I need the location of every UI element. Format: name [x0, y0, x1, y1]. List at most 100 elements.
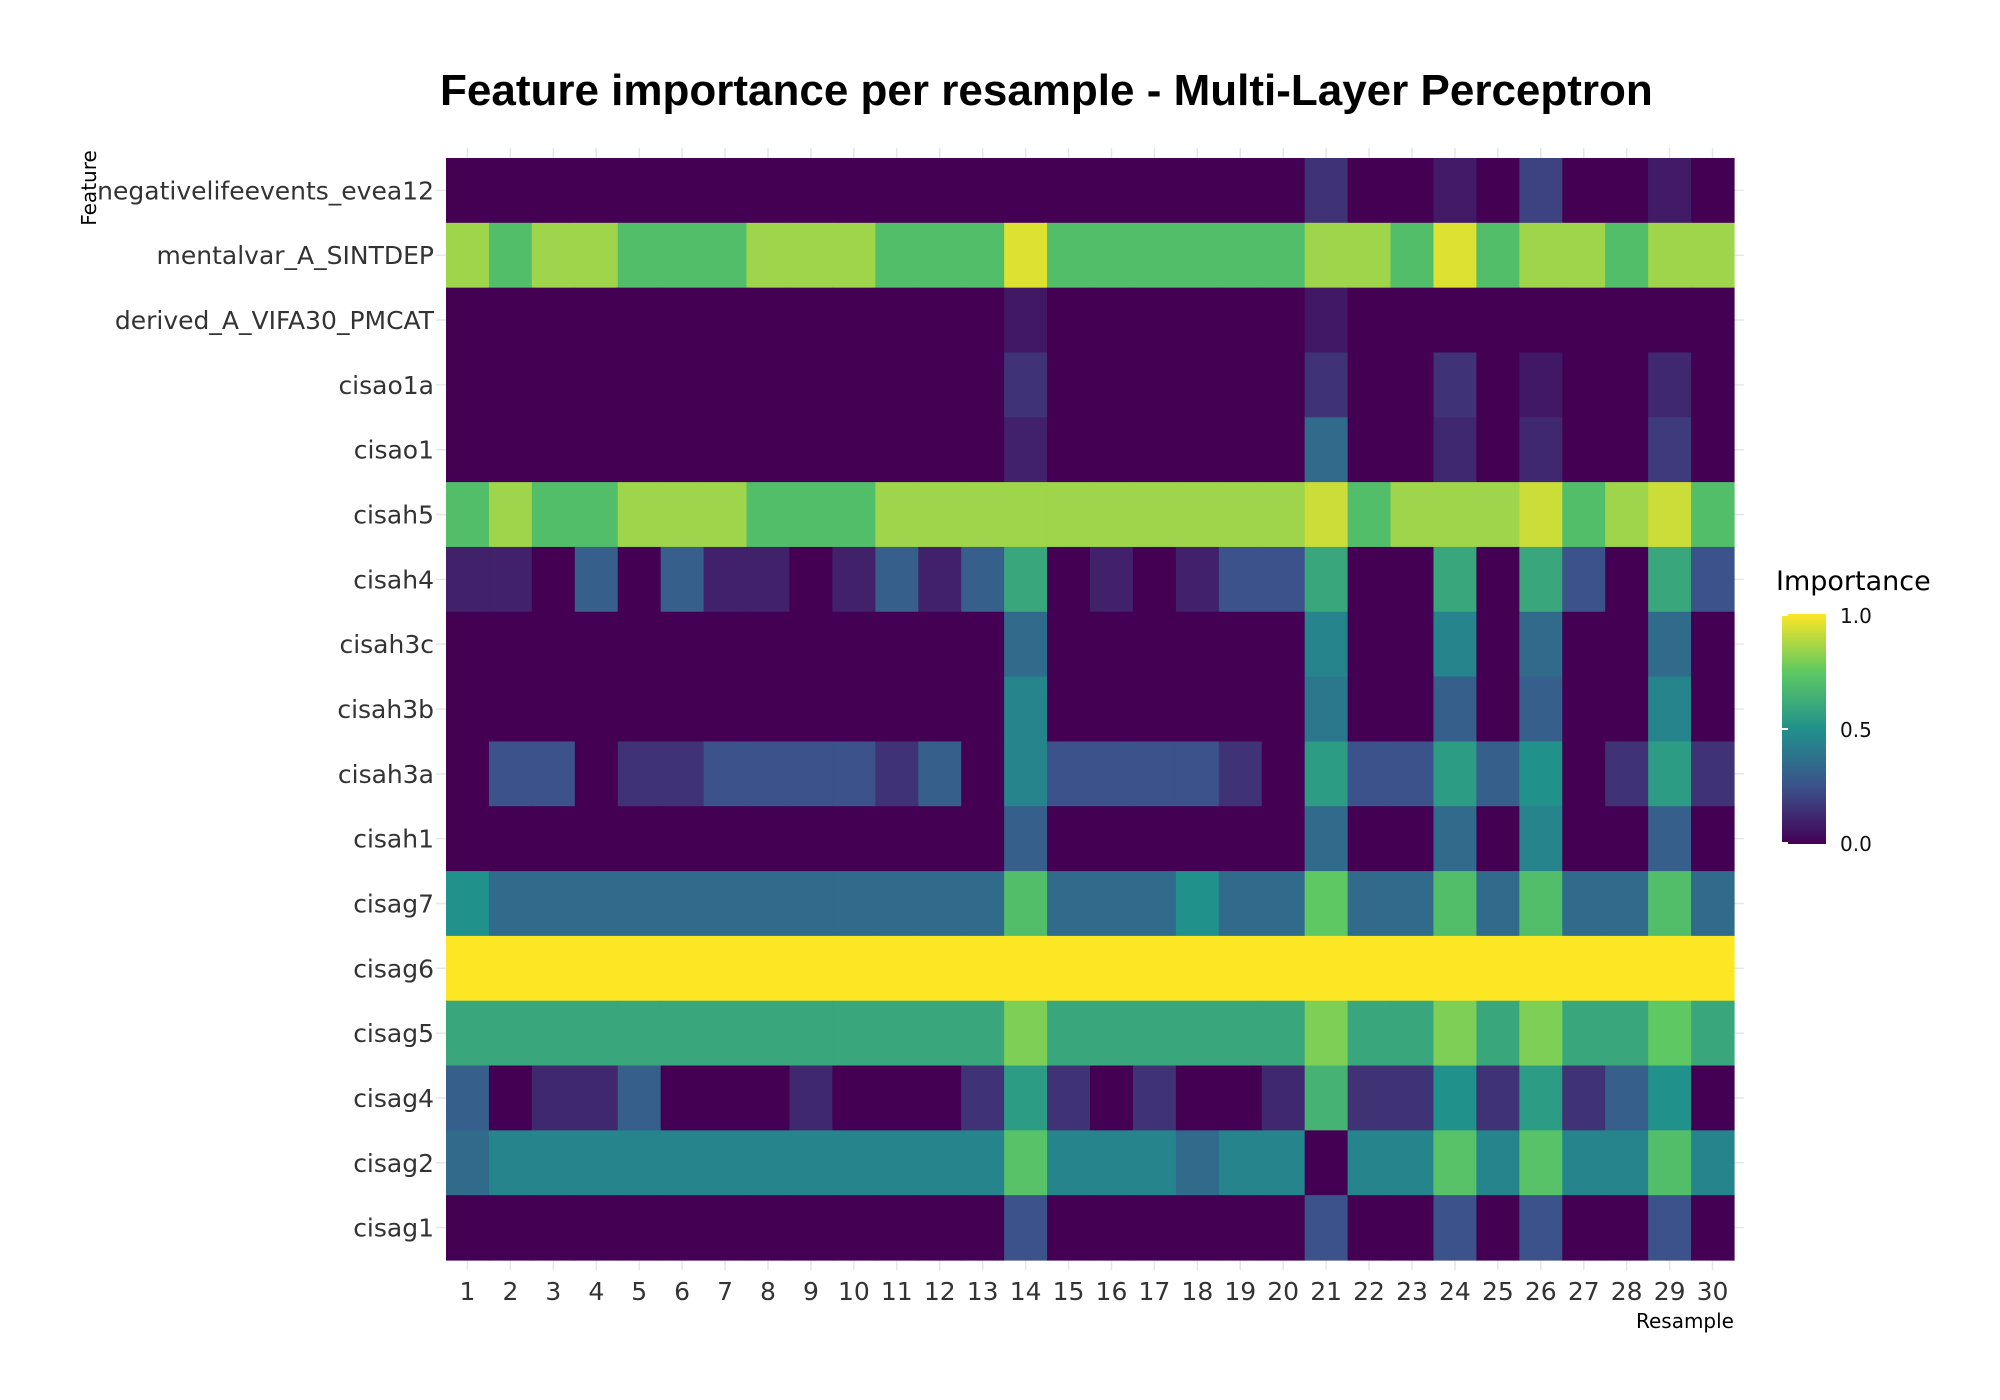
heatmap-cell [875, 417, 919, 483]
y-tick-label: cisag2 [353, 1149, 434, 1178]
heatmap-cell [1605, 741, 1649, 807]
heatmap-cell [531, 1195, 576, 1261]
heatmap-cell [703, 352, 748, 418]
heatmap-cell [1476, 222, 1520, 289]
heatmap-cell [1090, 935, 1134, 1002]
heatmap-cell [531, 806, 576, 872]
heatmap-cell [1175, 417, 1220, 483]
heatmap-cell [531, 482, 576, 548]
heatmap-cell [1304, 158, 1349, 224]
heatmap-cell [1090, 482, 1134, 548]
heatmap-cell [1390, 158, 1435, 224]
heatmap-cell [1218, 676, 1263, 743]
heatmap-cell [1519, 222, 1563, 289]
heatmap-cell [1090, 1000, 1134, 1067]
heatmap-cell [1605, 546, 1649, 613]
heatmap-cell [1390, 806, 1435, 872]
heatmap-cell [1261, 287, 1306, 354]
heatmap-cell [574, 806, 619, 872]
heatmap-cell [1347, 741, 1392, 807]
heatmap-cell [1433, 1065, 1477, 1131]
heatmap-cell [832, 482, 876, 548]
heatmap-cell [1691, 676, 1735, 743]
y-tick-label: cisah5 [353, 501, 434, 530]
heatmap-cell [1304, 352, 1349, 418]
heatmap-cell [574, 676, 619, 743]
heatmap-cell [961, 611, 1005, 678]
legend-tickmark-bottom [1782, 842, 1788, 844]
heatmap-cell [1304, 806, 1349, 872]
heatmap-cell [1090, 222, 1134, 289]
heatmap-cell [488, 1065, 533, 1131]
heatmap-cell [1433, 546, 1477, 613]
y-tick-label: mentalvar_A_SINTDEP [157, 241, 434, 270]
heatmap-cell [617, 546, 662, 613]
heatmap-cell [1090, 1065, 1134, 1131]
heatmap-cell [1304, 611, 1349, 678]
heatmap-cell [961, 222, 1005, 289]
heatmap-cell [488, 871, 533, 937]
heatmap-cell [617, 1065, 662, 1131]
y-axis-title: Feature [77, 150, 101, 226]
heatmap-cell [1218, 741, 1263, 807]
heatmap-cell [1218, 287, 1263, 354]
heatmap-cell [660, 741, 705, 807]
y-tick-label: cisah3a [338, 760, 434, 789]
heatmap-cell [1004, 1130, 1048, 1196]
heatmap-cell [1562, 1195, 1606, 1261]
heatmap-cell [1218, 546, 1263, 613]
heatmap-cell [617, 417, 662, 483]
heatmap-cell [446, 1000, 490, 1067]
heatmap-cell [1519, 1000, 1563, 1067]
x-tick-label: 10 [838, 1277, 870, 1306]
heatmap-cell [1218, 1000, 1263, 1067]
heatmap-cell [703, 741, 748, 807]
heatmap-cell [574, 1130, 619, 1196]
heatmap-cell [1519, 935, 1563, 1002]
heatmap-cell [617, 935, 662, 1002]
heatmap-cell [918, 1065, 962, 1131]
heatmap-cell [1132, 222, 1177, 289]
heatmap-cell [1132, 676, 1177, 743]
heatmap-cell [660, 158, 705, 224]
heatmap-cell [875, 1000, 919, 1067]
heatmap-cell [1648, 287, 1692, 354]
heatmap-cell [1691, 352, 1735, 418]
heatmap-cell [918, 352, 962, 418]
heatmap-cell [832, 546, 876, 613]
heatmap-cell [1347, 676, 1392, 743]
heatmap-cell [918, 676, 962, 743]
heatmap-cell [1605, 935, 1649, 1002]
heatmap-cell [531, 935, 576, 1002]
heatmap-cell [1562, 676, 1606, 743]
heatmap-cell [531, 546, 576, 613]
heatmap-cell [1691, 806, 1735, 872]
heatmap-cell [1004, 1065, 1048, 1131]
heatmap-cell [1047, 611, 1091, 678]
heatmap-cell [1347, 482, 1392, 548]
heatmap-cell [574, 287, 619, 354]
heatmap-cell [1476, 806, 1520, 872]
heatmap-cell [446, 935, 490, 1002]
x-tick-label: 15 [1053, 1277, 1085, 1306]
heatmap-cell [1605, 417, 1649, 483]
heatmap-cell [703, 676, 748, 743]
heatmap-cell [1433, 935, 1477, 1002]
heatmap-cell [1347, 222, 1392, 289]
heatmap-cell [574, 871, 619, 937]
chart-title: Feature importance per resample - Multi-… [440, 66, 1653, 115]
heatmap-cell [1004, 482, 1048, 548]
heatmap-cell [1347, 935, 1392, 1002]
heatmap-cell [1562, 741, 1606, 807]
heatmap-cell [531, 158, 576, 224]
heatmap-cell [875, 1065, 919, 1131]
y-tick-label: cisah3c [339, 630, 434, 659]
heatmap-cell [1261, 352, 1306, 418]
heatmap-cell [1433, 287, 1477, 354]
heatmap-cell [1433, 611, 1477, 678]
heatmap-cell [832, 158, 876, 224]
heatmap-cell [446, 482, 490, 548]
heatmap-cell [1390, 482, 1435, 548]
heatmap-cell [1562, 806, 1606, 872]
heatmap-cell [789, 741, 833, 807]
